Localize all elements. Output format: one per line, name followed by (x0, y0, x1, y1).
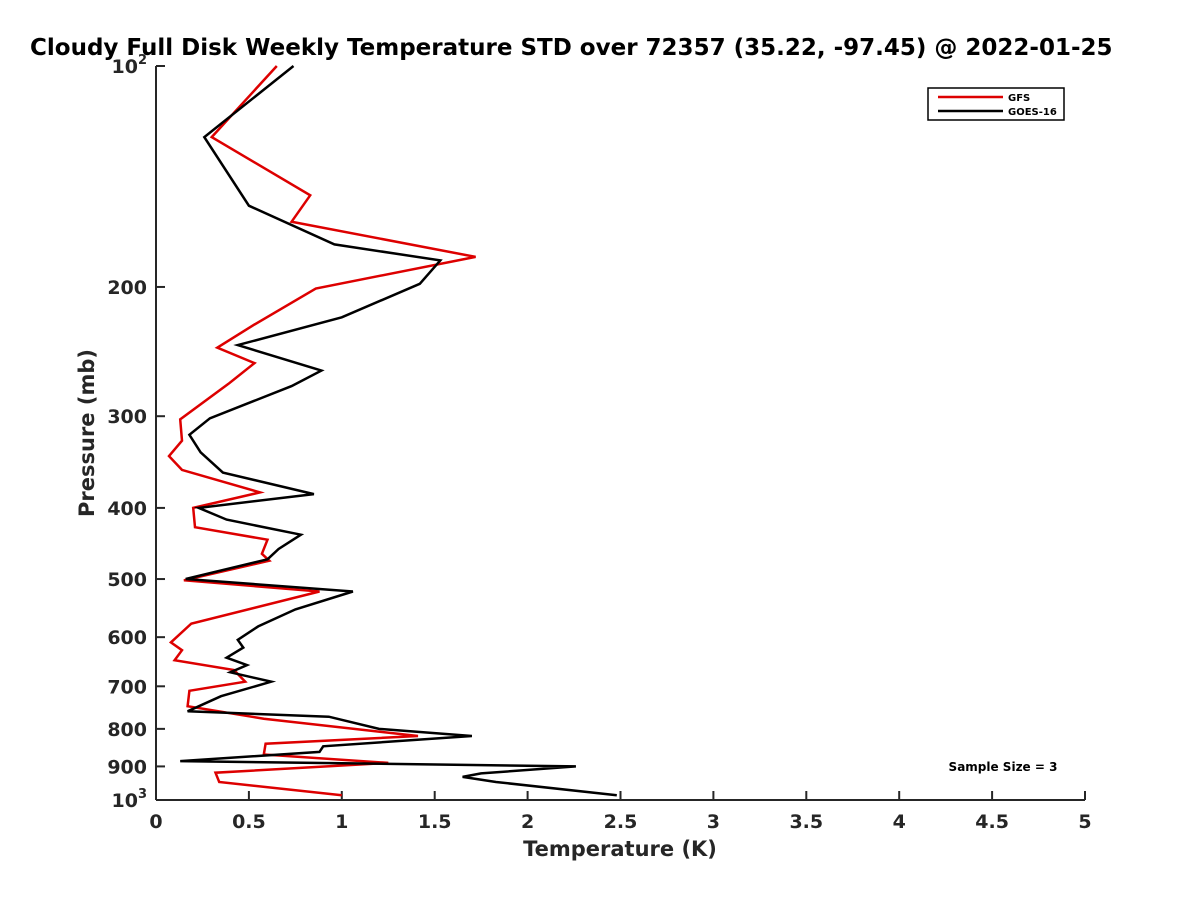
x-tick-label: 4 (893, 811, 906, 833)
legend-box (927, 87, 1065, 121)
x-tick-label: 4.5 (975, 811, 1009, 833)
y-tick-label: 102 (112, 53, 148, 78)
y-tick-exponent: 3 (138, 787, 147, 802)
series-line-gfs (167, 65, 476, 797)
y-tick-base: 600 (107, 627, 147, 649)
x-tick-label: 2.5 (604, 811, 638, 833)
y-tick-label: 300 (107, 406, 147, 428)
x-tick-label: 5 (1078, 811, 1091, 833)
chart-title: Cloudy Full Disk Weekly Temperature STD … (30, 35, 1113, 61)
legend-entry: GFS (1008, 93, 1030, 104)
y-tick-label: 400 (107, 498, 147, 520)
x-tick-label: 2 (521, 811, 534, 833)
y-tick-label: 800 (107, 719, 147, 741)
x-tick-label: 3.5 (789, 811, 823, 833)
y-tick-label: 500 (107, 569, 147, 591)
y-tick-base: 700 (107, 676, 147, 698)
y-tick-base: 800 (107, 719, 147, 741)
y-tick-label: 900 (107, 756, 147, 778)
y-tick-label: 200 (107, 277, 147, 299)
x-tick-label: 0 (149, 811, 162, 833)
y-tick-label: 103 (112, 787, 148, 812)
y-tick-base: 200 (107, 277, 147, 299)
y-tick-base: 400 (107, 498, 147, 520)
y-tick-base: 300 (107, 406, 147, 428)
y-tick-base: 10 (112, 56, 138, 78)
x-axis-label: Temperature (K) (523, 837, 717, 861)
y-tick-label: 700 (107, 676, 147, 698)
y-tick-label: 600 (107, 627, 147, 649)
legend-entry: GOES-16 (1008, 107, 1057, 118)
y-tick-base: 500 (107, 569, 147, 591)
series-line-goes-16 (180, 65, 617, 797)
y-axis-label: Pressure (mb) (75, 349, 99, 517)
x-tick-label: 1.5 (418, 811, 452, 833)
x-tick-label: 3 (707, 811, 720, 833)
y-tick-exponent: 2 (138, 53, 147, 68)
sample-size-annotation: Sample Size = 3 (949, 760, 1058, 774)
x-tick-label: 1 (335, 811, 348, 833)
y-tick-base: 10 (112, 790, 138, 812)
plot-area: 0 0.5 1 1.5 2 2.5 3 3.5 4 4.5 51022003004005006007… (107, 53, 1091, 833)
x-tick-label: 0.5 (232, 811, 266, 833)
y-tick-base: 900 (107, 756, 147, 778)
